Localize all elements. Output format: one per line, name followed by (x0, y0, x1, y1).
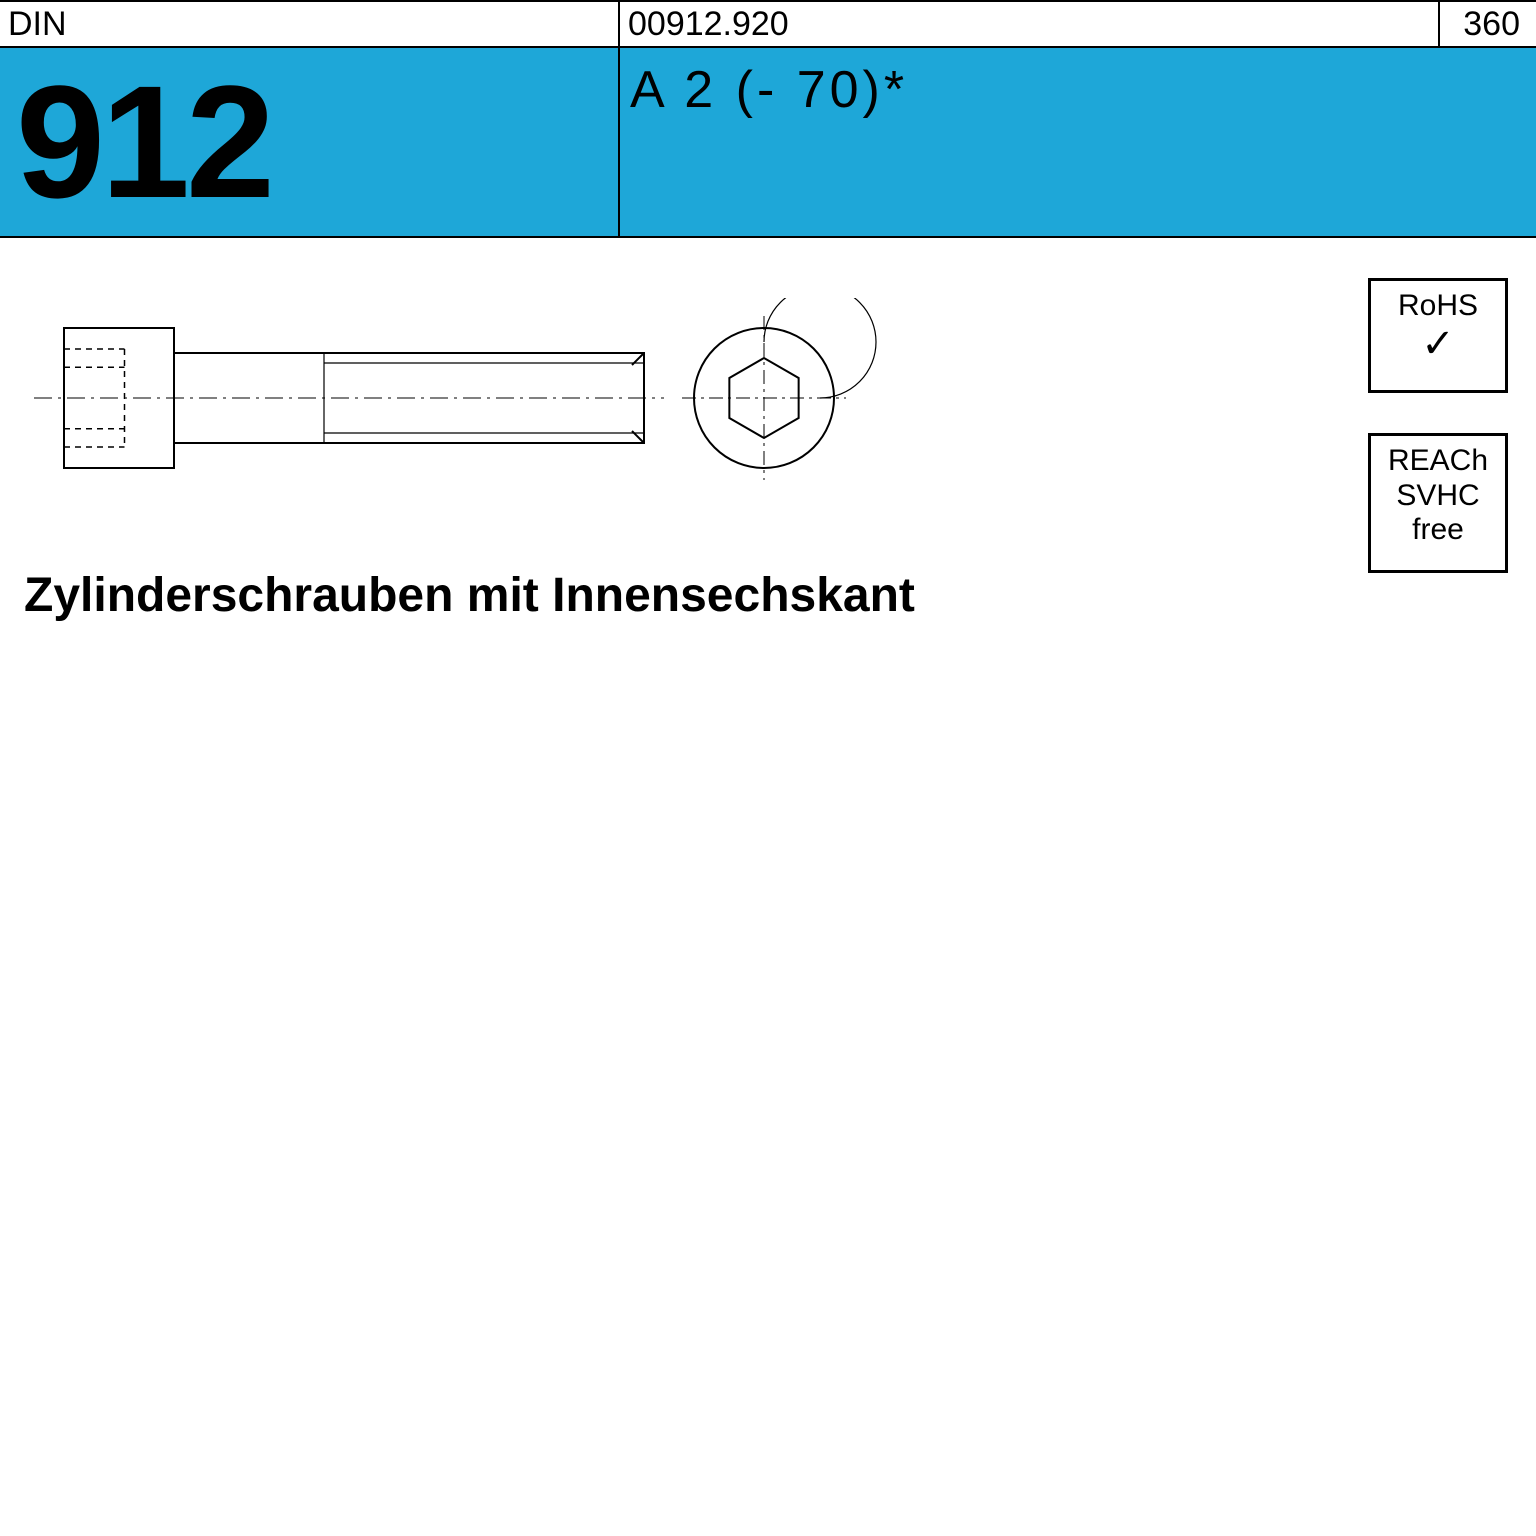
reach-line2: SVHC (1381, 479, 1495, 514)
big-number-cell: 912 (0, 48, 620, 236)
din-label: DIN (8, 5, 67, 44)
rohs-badge: RoHS ✓ (1368, 278, 1508, 393)
header-row: DIN 00912.920 360 (0, 0, 1536, 48)
description-text: Zylinderschrauben mit Innensechskant (24, 568, 915, 623)
din-label-cell: DIN (0, 2, 620, 46)
rohs-text: RoHS (1381, 289, 1495, 324)
number-cell: 360 (1440, 2, 1536, 46)
number-value: 360 (1463, 5, 1520, 44)
material-text: A 2 (- 70)* (630, 61, 908, 119)
code-cell: 00912.920 (620, 2, 1440, 46)
content-area: RoHS ✓ REACh SVHC free Zylinderschrauben… (0, 238, 1536, 698)
reach-badge: REACh SVHC free (1368, 433, 1508, 573)
reach-line1: REACh (1381, 444, 1495, 479)
code-value: 00912.920 (628, 5, 789, 44)
reach-line3: free (1381, 513, 1495, 548)
screw-diagram (24, 298, 884, 508)
big-number: 912 (16, 62, 271, 222)
check-icon: ✓ (1381, 324, 1495, 364)
material-cell: A 2 (- 70)* (620, 48, 1536, 236)
title-row: 912 A 2 (- 70)* (0, 48, 1536, 238)
